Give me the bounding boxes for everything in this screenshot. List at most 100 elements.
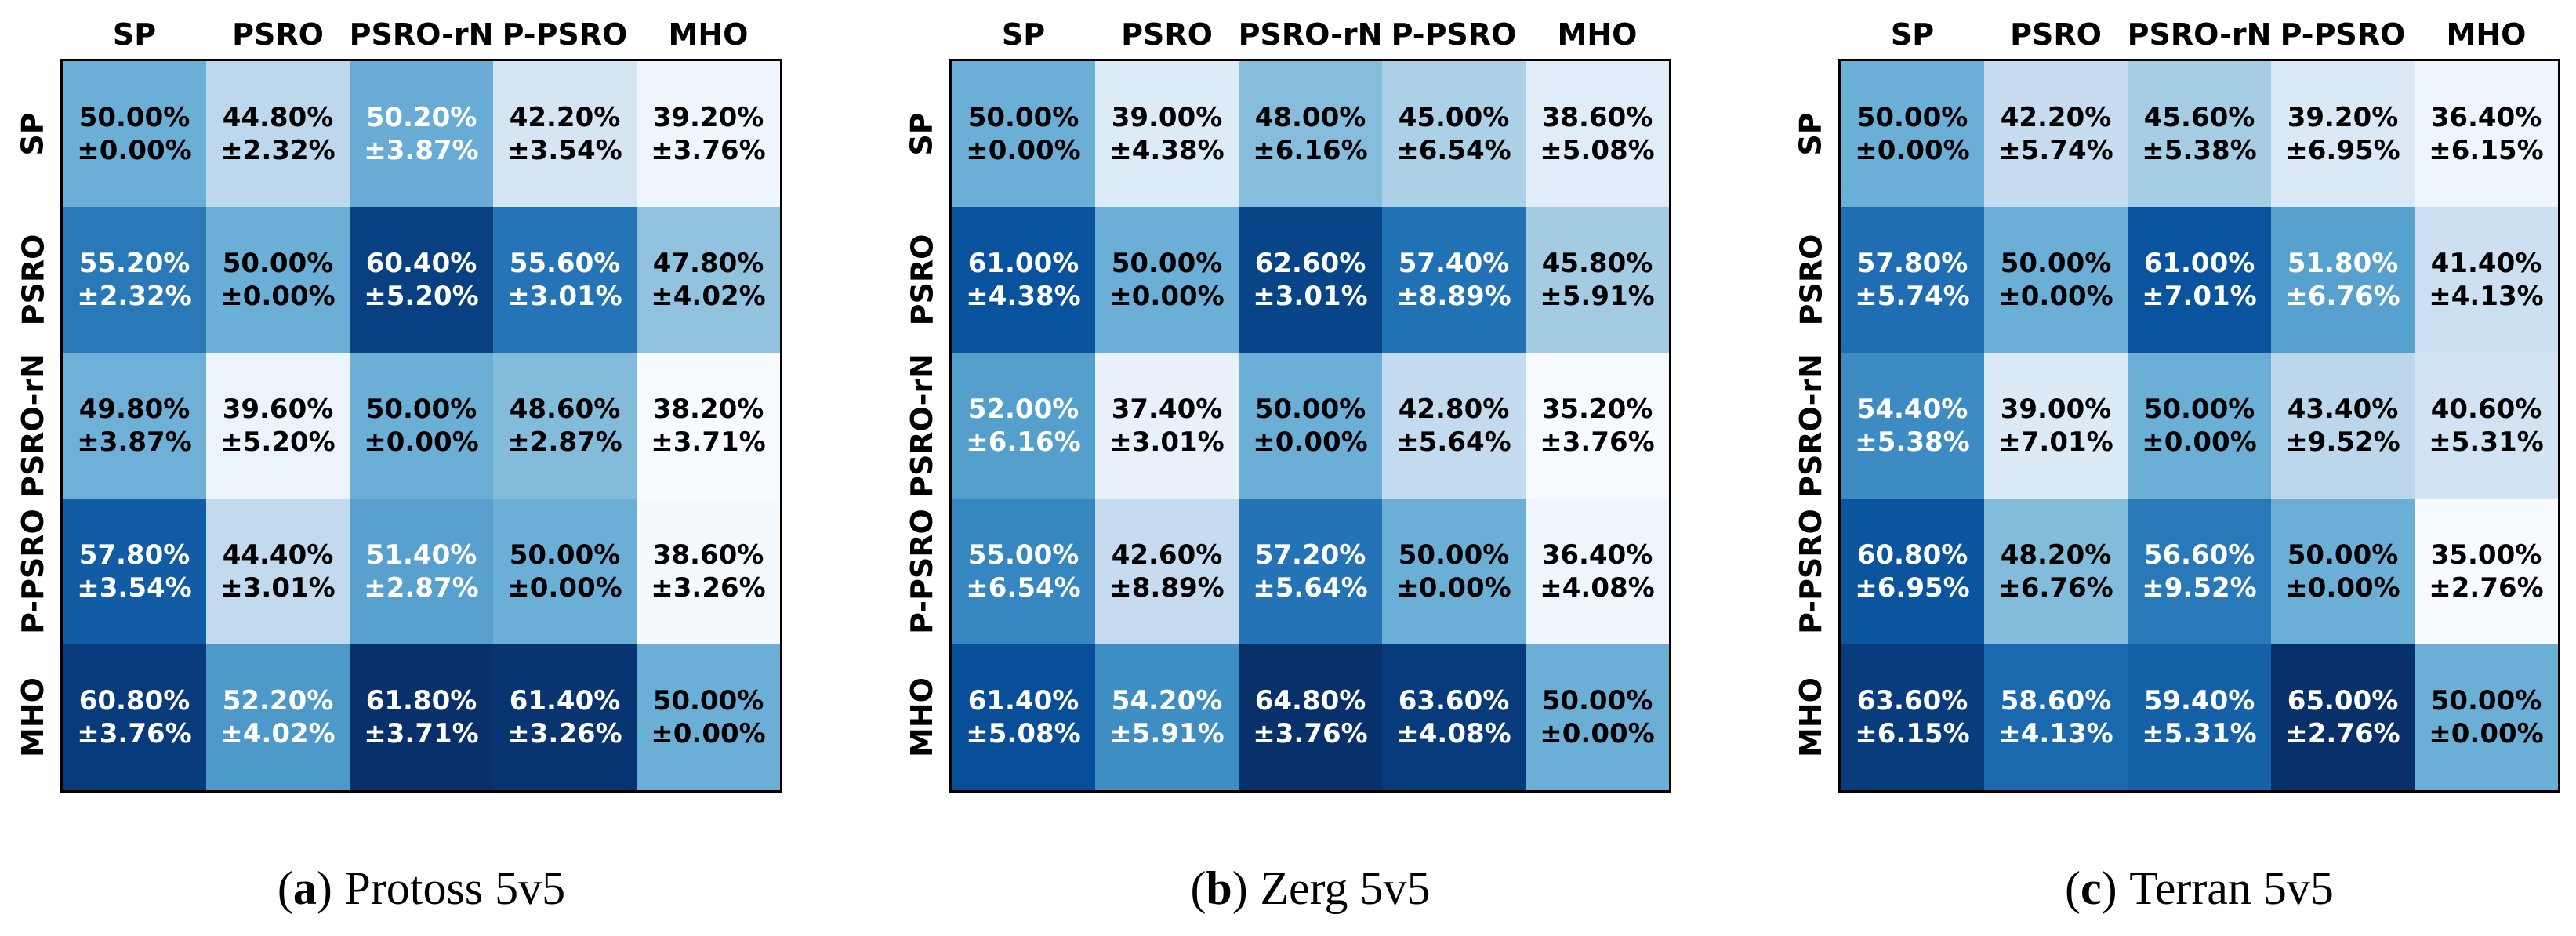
cell-std: ±6.16% — [1253, 135, 1368, 166]
cell-std: ±3.87% — [364, 135, 479, 166]
col-label-mho: MHO — [1557, 17, 1638, 52]
heatmap-cell: 50.00% ±0.00% — [637, 644, 780, 790]
cell-mean: 41.40% — [2430, 247, 2542, 279]
cell-mean: 42.20% — [2000, 101, 2112, 133]
heatmap-cell: 35.00% ±2.76% — [2415, 499, 2558, 644]
cell-std: ±0.00% — [364, 426, 479, 458]
cell-std: ±3.76% — [77, 718, 192, 749]
cell-mean: 64.80% — [1254, 684, 1366, 717]
heatmap-cell: 50.00% ±0.00% — [206, 207, 350, 353]
cell-std: ±5.38% — [2142, 135, 2257, 166]
cell-std: ±3.01% — [220, 572, 336, 604]
cell-std: ±0.00% — [2142, 426, 2257, 458]
col-label-psro: PSRO — [232, 17, 324, 52]
heatmap-cell: 50.00% ±0.00% — [2271, 499, 2415, 644]
cell-mean: 45.80% — [1541, 247, 1653, 279]
heatmap-cell: 52.00% ±6.16% — [952, 353, 1095, 499]
cell-mean: 63.60% — [1398, 684, 1510, 717]
cell-mean: 49.80% — [78, 393, 190, 425]
heatmap-cell: 39.20% ±3.76% — [637, 61, 780, 207]
cell-mean: 50.00% — [1398, 539, 1510, 571]
cell-std: ±5.91% — [1109, 718, 1225, 749]
row-label-sp: SP — [905, 112, 939, 156]
heatmap-cell: 36.40% ±6.15% — [2415, 61, 2558, 207]
heatmap-cell: 39.60% ±5.20% — [206, 353, 350, 499]
cell-std: ±4.08% — [1396, 718, 1511, 749]
cell-std: ±5.08% — [966, 718, 1081, 749]
cell-mean: 57.80% — [78, 539, 190, 571]
heatmap-cell: 43.40% ±9.52% — [2271, 353, 2415, 499]
cell-std: ±4.13% — [1998, 718, 2113, 749]
heatmap-cell: 61.00% ±4.38% — [952, 207, 1095, 353]
heatmap-cell: 59.40% ±5.31% — [2128, 644, 2271, 790]
cell-std: ±6.54% — [966, 572, 1081, 604]
cell-mean: 65.00% — [2287, 684, 2399, 717]
heatmap-cell: 62.60% ±3.01% — [1239, 207, 1382, 353]
cell-std: ±6.15% — [2429, 135, 2544, 166]
heatmap-cell: 50.00% ±0.00% — [1239, 353, 1382, 499]
row-label-p-psro: P-PSRO — [1794, 509, 1828, 634]
cell-mean: 43.40% — [2287, 393, 2399, 425]
col-label-mho: MHO — [2446, 17, 2527, 52]
cell-mean: 58.60% — [2000, 684, 2112, 717]
heatmap-cell: 48.00% ±6.16% — [1239, 61, 1382, 207]
col-label-p-psro: P-PSRO — [502, 17, 628, 52]
cell-mean: 50.00% — [78, 101, 190, 133]
cell-std: ±3.01% — [1109, 426, 1225, 458]
cell-mean: 39.00% — [1111, 101, 1223, 133]
heatmap-cell: 35.20% ±3.76% — [1526, 353, 1669, 499]
cell-mean: 44.40% — [222, 539, 334, 571]
cell-mean: 57.80% — [1856, 247, 1968, 279]
cell-std: ±5.31% — [2142, 718, 2257, 749]
heatmap-cell: 48.20% ±6.76% — [1984, 499, 2128, 644]
cell-std: ±4.02% — [651, 281, 766, 312]
heatmap-cell: 61.00% ±7.01% — [2128, 207, 2271, 353]
cell-mean: 45.60% — [2143, 101, 2255, 133]
cell-std: ±6.16% — [966, 426, 1081, 458]
cell-std: ±5.74% — [1998, 135, 2113, 166]
heatmap-cell: 48.60% ±2.87% — [493, 353, 637, 499]
heatmap-cell: 50.00% ±0.00% — [952, 61, 1095, 207]
cell-std: ±3.26% — [651, 572, 766, 604]
cell-std: ±4.38% — [966, 281, 1081, 312]
row-label-p-psro: P-PSRO — [905, 509, 939, 634]
cell-std: ±2.76% — [2285, 718, 2400, 749]
cell-std: ±5.08% — [1540, 135, 1655, 166]
cell-mean: 63.60% — [1856, 684, 1968, 717]
cell-mean: 38.20% — [652, 393, 764, 425]
heatmap-cell: 54.20% ±5.91% — [1095, 644, 1239, 790]
cell-std: ±3.71% — [651, 426, 766, 458]
heatmap-cell: 42.20% ±3.54% — [493, 61, 637, 207]
cell-mean: 57.20% — [1254, 539, 1366, 571]
heatmap-cell: 52.20% ±4.02% — [206, 644, 350, 790]
cell-mean: 35.20% — [1541, 393, 1653, 425]
heatmap-cell: 63.60% ±6.15% — [1841, 644, 1984, 790]
cell-std: ±0.00% — [651, 718, 766, 749]
heatmap-cell: 50.00% ±0.00% — [1095, 207, 1239, 353]
cell-mean: 50.20% — [365, 101, 477, 133]
cell-mean: 44.80% — [222, 101, 334, 133]
cell-mean: 45.00% — [1398, 101, 1510, 133]
heatmap-cell: 54.40% ±5.38% — [1841, 353, 1984, 499]
cell-mean: 37.40% — [1111, 393, 1223, 425]
heatmap-cell: 57.80% ±3.54% — [63, 499, 206, 644]
heatmap-cell: 42.80% ±5.64% — [1382, 353, 1526, 499]
heatmap-cell: 39.00% ±4.38% — [1095, 61, 1239, 207]
col-label-psro: PSRO — [2010, 17, 2102, 52]
cell-std: ±0.00% — [1109, 281, 1225, 312]
cell-mean: 51.80% — [2287, 247, 2399, 279]
cell-mean: 50.00% — [1111, 247, 1223, 279]
cell-mean: 61.40% — [967, 684, 1079, 717]
heatmap-cell: 61.80% ±3.71% — [350, 644, 493, 790]
heatmap-cell: 44.80% ±2.32% — [206, 61, 350, 207]
row-label-sp: SP — [1794, 112, 1828, 156]
cell-std: ±6.76% — [1998, 572, 2113, 604]
cell-std: ±2.87% — [364, 572, 479, 604]
cell-std: ±2.32% — [77, 281, 192, 312]
cell-mean: 38.60% — [652, 539, 764, 571]
row-label-psro: PSRO — [16, 234, 51, 326]
cell-std: ±0.00% — [220, 281, 336, 312]
row-label-sp: SP — [16, 112, 50, 156]
heatmap-cell: 50.00% ±0.00% — [2128, 353, 2271, 499]
row-label-psro-rn: PSRO-rN — [1794, 354, 1828, 498]
